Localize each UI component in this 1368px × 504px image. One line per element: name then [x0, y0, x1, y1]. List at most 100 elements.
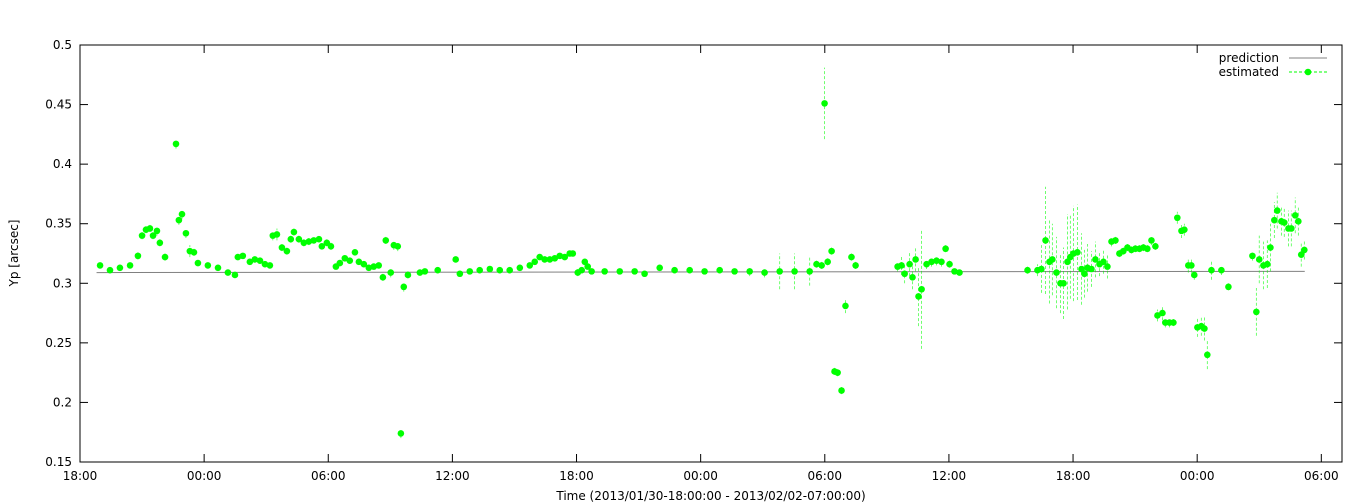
- data-point: [466, 268, 474, 275]
- x-tick-label: 00:00: [1180, 469, 1215, 483]
- data-point: [561, 253, 569, 261]
- y-tick-label: 0.25: [45, 336, 72, 350]
- legend-swatch: [1304, 68, 1312, 76]
- data-point: [1074, 249, 1081, 256]
- data-point: [946, 260, 953, 268]
- data-point: [1088, 265, 1095, 273]
- data-point: [172, 140, 180, 148]
- data-point: [898, 262, 905, 269]
- data-point: [204, 262, 212, 269]
- data-point: [1159, 309, 1166, 317]
- data-point: [516, 264, 524, 272]
- data-point: [394, 243, 402, 250]
- data-point: [239, 252, 247, 260]
- data-point: [1255, 256, 1263, 263]
- data-point: [273, 231, 281, 238]
- data-point: [476, 266, 484, 274]
- x-tick-label: 18:00: [1056, 469, 1091, 483]
- data-point: [397, 430, 405, 437]
- data-point: [956, 269, 963, 276]
- data-point: [806, 268, 813, 275]
- data-point: [182, 229, 190, 237]
- data-point: [134, 252, 142, 260]
- data-point: [928, 258, 935, 266]
- data-point: [1104, 263, 1111, 270]
- data-point: [852, 262, 859, 269]
- data-point: [382, 237, 390, 244]
- data-point: [1148, 237, 1155, 244]
- y-axis-label: Yp [arcsec]: [7, 220, 21, 288]
- data-point: [246, 258, 254, 266]
- data-point: [355, 258, 363, 266]
- data-point: [1154, 312, 1161, 319]
- data-point: [716, 266, 723, 274]
- data-point: [671, 266, 678, 274]
- data-point: [315, 235, 323, 243]
- data-point: [1174, 214, 1181, 222]
- data-point: [251, 256, 259, 263]
- data-point: [1152, 243, 1159, 250]
- data-point: [214, 264, 222, 272]
- data-point: [906, 260, 913, 268]
- data-point: [531, 258, 539, 266]
- data-point: [400, 283, 408, 291]
- y-tick-label: 0.2: [53, 395, 72, 409]
- data-point: [178, 210, 186, 218]
- data-point: [1291, 212, 1299, 219]
- x-tick-label: 18:00: [63, 469, 98, 483]
- data-point: [731, 268, 738, 275]
- data-point: [138, 232, 146, 239]
- data-point: [456, 270, 464, 278]
- data-point: [341, 254, 349, 262]
- data-point: [261, 260, 269, 268]
- data-point: [1295, 218, 1302, 225]
- data-point: [838, 387, 845, 394]
- data-point: [848, 253, 855, 261]
- data-point: [300, 239, 308, 247]
- data-point: [1038, 265, 1045, 273]
- data-point: [153, 227, 161, 235]
- data-point: [1204, 351, 1211, 359]
- x-tick-label: 12:00: [932, 469, 967, 483]
- data-point: [656, 264, 663, 272]
- data-point: [1249, 252, 1256, 260]
- data-point: [1271, 216, 1278, 224]
- prediction-line: [96, 270, 1305, 274]
- data-point: [290, 228, 298, 236]
- x-tick-label: 12:00: [435, 469, 470, 483]
- data-point: [1060, 279, 1067, 287]
- data-point: [190, 249, 198, 256]
- data-point: [761, 269, 768, 276]
- data-point: [351, 249, 359, 256]
- data-point: [96, 262, 104, 269]
- data-point: [194, 259, 202, 267]
- data-point: [912, 256, 919, 263]
- data-point: [556, 252, 564, 260]
- y-tick-label: 0.3: [53, 276, 72, 290]
- data-point: [584, 263, 591, 270]
- data-point: [224, 269, 232, 276]
- data-point: [234, 253, 242, 261]
- data-point: [791, 268, 798, 275]
- data-point: [1049, 256, 1056, 263]
- data-point: [1201, 325, 1208, 332]
- data-point: [536, 253, 543, 261]
- data-point: [824, 258, 831, 266]
- data-point: [776, 268, 783, 275]
- data-point: [1170, 319, 1177, 326]
- data-point: [701, 268, 708, 275]
- data-point: [266, 262, 274, 269]
- data-point: [346, 257, 354, 264]
- data-point: [1297, 251, 1305, 258]
- data-point: [434, 266, 442, 274]
- data-point: [1064, 258, 1071, 266]
- x-tick-label: 06:00: [1304, 469, 1339, 483]
- data-point: [305, 238, 313, 245]
- data-point: [387, 269, 395, 276]
- data-point: [942, 245, 949, 253]
- data-point: [256, 257, 264, 264]
- data-point: [295, 235, 303, 243]
- data-point: [746, 268, 753, 275]
